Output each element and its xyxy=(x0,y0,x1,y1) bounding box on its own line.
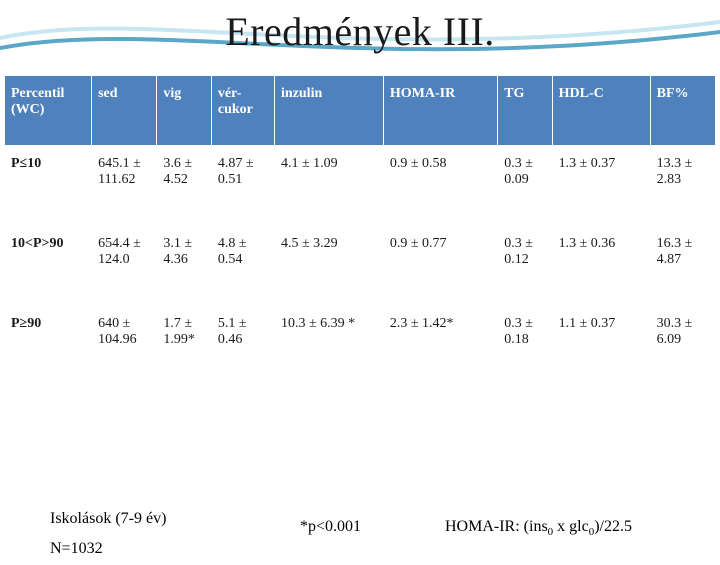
homa-suffix: )/22.5 xyxy=(594,518,632,535)
cell-vig: 1.7 ± 1.99* xyxy=(157,306,211,386)
cell-tg: 0.3 ± 0.18 xyxy=(498,306,552,386)
cell-hdl: 1.1 ± 0.37 xyxy=(552,306,650,386)
cell-vercukor: 4.87 ± 0.51 xyxy=(211,146,274,226)
cell-bf: 13.3 ± 2.83 xyxy=(650,146,715,226)
cell-sed: 645.1 ± 111.62 xyxy=(92,146,157,226)
cell-tg: 0.3 ± 0.12 xyxy=(498,226,552,306)
cell-inzulin: 4.5 ± 3.29 xyxy=(275,226,384,306)
cell-label: P≤10 xyxy=(5,146,92,226)
homa-mid: x glc xyxy=(557,518,589,535)
cell-sed: 640 ± 104.96 xyxy=(92,306,157,386)
col-inzulin: inzulin xyxy=(275,76,384,146)
cell-vercukor: 4.8 ± 0.54 xyxy=(211,226,274,306)
table-header-row: Percentil (WC) sed vig vér-cukor inzulin… xyxy=(5,76,716,146)
cell-sed: 654.4 ± 124.0 xyxy=(92,226,157,306)
col-sed: sed xyxy=(92,76,157,146)
cell-vig: 3.6 ± 4.52 xyxy=(157,146,211,226)
footer-line2: N=1032 xyxy=(50,534,166,564)
footer-line1: Iskolások (7-9 év) xyxy=(50,504,166,534)
table-row: P≥90 640 ± 104.96 1.7 ± 1.99* 5.1 ± 0.46… xyxy=(5,306,716,386)
col-vig: vig xyxy=(157,76,211,146)
footer-pvalue: *p<0.001 xyxy=(300,518,361,536)
col-tg: TG xyxy=(498,76,552,146)
cell-tg: 0.3 ± 0.09 xyxy=(498,146,552,226)
cell-homa: 0.9 ± 0.58 xyxy=(383,146,497,226)
cell-homa: 0.9 ± 0.77 xyxy=(383,226,497,306)
cell-label: P≥90 xyxy=(5,306,92,386)
col-percentil: Percentil (WC) xyxy=(5,76,92,146)
cell-homa: 2.3 ± 1.42* xyxy=(383,306,497,386)
footer-homa-formula: HOMA-IR: (ins0 x glc0)/22.5 xyxy=(445,518,632,538)
cell-bf: 16.3 ± 4.87 xyxy=(650,226,715,306)
col-homa: HOMA-IR xyxy=(383,76,497,146)
homa-prefix: HOMA-IR: (ins xyxy=(445,518,548,535)
cell-vig: 3.1 ± 4.36 xyxy=(157,226,211,306)
cell-label: 10<P>90 xyxy=(5,226,92,306)
cell-vercukor: 5.1 ± 0.46 xyxy=(211,306,274,386)
results-table: Percentil (WC) sed vig vér-cukor inzulin… xyxy=(4,75,716,386)
cell-hdl: 1.3 ± 0.37 xyxy=(552,146,650,226)
footer-left-block: Iskolások (7-9 év) N=1032 xyxy=(50,504,166,565)
table-row: P≤10 645.1 ± 111.62 3.6 ± 4.52 4.87 ± 0.… xyxy=(5,146,716,226)
cell-inzulin: 10.3 ± 6.39 * xyxy=(275,306,384,386)
col-bf: BF% xyxy=(650,76,715,146)
cell-inzulin: 4.1 ± 1.09 xyxy=(275,146,384,226)
table-row: 10<P>90 654.4 ± 124.0 3.1 ± 4.36 4.8 ± 0… xyxy=(5,226,716,306)
cell-bf: 30.3 ± 6.09 xyxy=(650,306,715,386)
col-hdl: HDL-C xyxy=(552,76,650,146)
cell-hdl: 1.3 ± 0.36 xyxy=(552,226,650,306)
page-title: Eredmények III. xyxy=(0,8,720,55)
homa-sub1: 0 xyxy=(548,526,554,538)
col-vercukor: vér-cukor xyxy=(211,76,274,146)
